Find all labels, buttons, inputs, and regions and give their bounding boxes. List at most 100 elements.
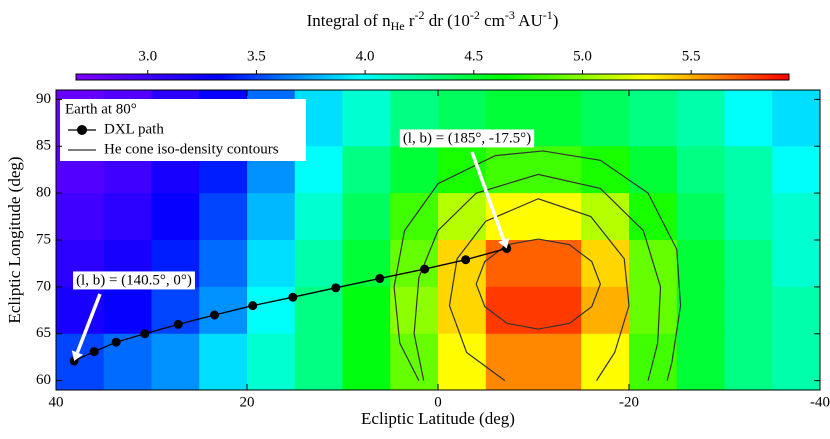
heatmap-cell bbox=[438, 333, 487, 391]
heatmap-cell bbox=[724, 333, 773, 391]
annotation: (l, b) = (140.5°, 0°) bbox=[76, 272, 192, 288]
dxl-point bbox=[288, 292, 298, 302]
x-tick-label: 40 bbox=[49, 394, 64, 410]
colorbar-title-part: AU bbox=[515, 11, 543, 30]
y-axis-label: Ecliptic Longitude (deg) bbox=[5, 156, 24, 323]
heatmap-cell bbox=[533, 240, 582, 288]
colorbar-tick-label: 5.5 bbox=[682, 48, 701, 64]
legend-label: DXL path bbox=[104, 121, 164, 137]
colorbar-title-part: -2 bbox=[415, 8, 425, 22]
heatmap-cell bbox=[724, 90, 773, 147]
dxl-point bbox=[89, 347, 99, 357]
heatmap-cell bbox=[629, 90, 678, 147]
heatmap-cell bbox=[247, 286, 296, 335]
heatmap-cell bbox=[676, 90, 725, 147]
heatmap-cell bbox=[676, 286, 725, 335]
y-tick-label: 65 bbox=[36, 325, 51, 341]
legend-label: He cone iso-density contours bbox=[104, 141, 279, 157]
heatmap-cell bbox=[199, 333, 248, 391]
heatmap-cell bbox=[151, 193, 200, 241]
arrow-head bbox=[498, 237, 510, 249]
heatmap-cell bbox=[772, 240, 821, 288]
dxl-point bbox=[331, 283, 341, 293]
heatmap-cell bbox=[724, 146, 773, 194]
colorbar-title-part: -3 bbox=[505, 8, 515, 22]
annotation: (l, b) = (185°, -17.5°) bbox=[403, 130, 531, 146]
heatmap-cell bbox=[676, 240, 725, 288]
heatmap-cell bbox=[342, 146, 391, 194]
heatmap-cell bbox=[342, 286, 391, 335]
heatmap-cell bbox=[103, 193, 152, 241]
colorbar bbox=[75, 73, 790, 81]
colorbar-title-part: ) bbox=[553, 11, 559, 30]
heatmap-cell bbox=[581, 333, 630, 391]
heatmap-cell bbox=[294, 286, 343, 335]
heatmap-cell bbox=[629, 146, 678, 194]
colorbar-title-part: -1 bbox=[543, 8, 553, 22]
y-tick-label: 75 bbox=[36, 231, 51, 247]
heatmap-cell bbox=[724, 286, 773, 335]
arrow-head bbox=[71, 350, 83, 361]
heatmap-cell bbox=[438, 240, 487, 288]
heatmap-cell bbox=[724, 240, 773, 288]
dxl-point bbox=[140, 329, 150, 339]
heatmap-cell bbox=[533, 146, 582, 194]
y-tick-label: 70 bbox=[36, 278, 51, 294]
heatmap-cell bbox=[581, 240, 630, 288]
annotation-arrow bbox=[75, 293, 102, 354]
x-tick-label: 20 bbox=[240, 394, 255, 410]
heatmap-cell bbox=[294, 333, 343, 391]
annotation-arrow bbox=[470, 151, 506, 241]
contour-line bbox=[448, 198, 630, 382]
heatmap-cell bbox=[533, 193, 582, 241]
heatmap-cell bbox=[199, 286, 248, 335]
annotation-box bbox=[399, 129, 535, 148]
colorbar-title-part: cm bbox=[480, 11, 505, 30]
heatmap-cell bbox=[103, 333, 152, 391]
heatmap-cell bbox=[342, 193, 391, 241]
heatmap-cell bbox=[772, 193, 821, 241]
heatmap-cell bbox=[533, 90, 582, 147]
heatmap-cell bbox=[247, 193, 296, 241]
colorbar-tick-label: 3.5 bbox=[247, 48, 266, 64]
dxl-point bbox=[461, 255, 471, 265]
heatmap-cell bbox=[485, 333, 534, 391]
heatmap-cell bbox=[724, 193, 773, 241]
dxl-point bbox=[210, 310, 220, 320]
heatmap-cell bbox=[581, 146, 630, 194]
dxl-point bbox=[111, 337, 121, 347]
annotation-box bbox=[73, 271, 195, 290]
x-tick-label: -20 bbox=[619, 394, 639, 410]
colorbar-tick-label: 4.5 bbox=[464, 48, 483, 64]
dxl-point bbox=[173, 319, 183, 329]
legend-title: Earth at 80° bbox=[65, 101, 137, 117]
heatmap-cell bbox=[103, 286, 152, 335]
heatmap-cell bbox=[629, 193, 678, 241]
heatmap-cell bbox=[629, 286, 678, 335]
colorbar-title-part: dr (10 bbox=[425, 11, 470, 30]
x-axis-label: Ecliptic Latitude (deg) bbox=[361, 409, 515, 428]
legend-marker bbox=[77, 125, 87, 135]
heatmap-cell bbox=[390, 333, 439, 391]
heatmap-cell bbox=[199, 193, 248, 241]
heatmap-cell bbox=[438, 286, 487, 335]
heatmap-cell bbox=[676, 193, 725, 241]
colorbar-title-part: He bbox=[391, 19, 405, 33]
heatmap-cell bbox=[294, 240, 343, 288]
heatmap-cell bbox=[676, 146, 725, 194]
y-tick-label: 90 bbox=[36, 91, 51, 107]
heatmap-cell bbox=[438, 193, 487, 241]
y-tick-label: 80 bbox=[36, 185, 51, 201]
dxl-point bbox=[420, 264, 430, 274]
heatmap-cell bbox=[772, 286, 821, 335]
heatmap-cell bbox=[247, 240, 296, 288]
heatmap-cell bbox=[533, 333, 582, 391]
heatmap-cell bbox=[151, 333, 200, 391]
colorbar-title-part: -2 bbox=[470, 8, 480, 22]
legend: Earth at 80° DXL path He cone iso-density … bbox=[60, 99, 306, 161]
heatmap-cell bbox=[342, 333, 391, 391]
colorbar-tick-label: 4.0 bbox=[356, 48, 375, 64]
heatmap-cell bbox=[485, 193, 534, 241]
x-tick-label: 0 bbox=[434, 394, 442, 410]
